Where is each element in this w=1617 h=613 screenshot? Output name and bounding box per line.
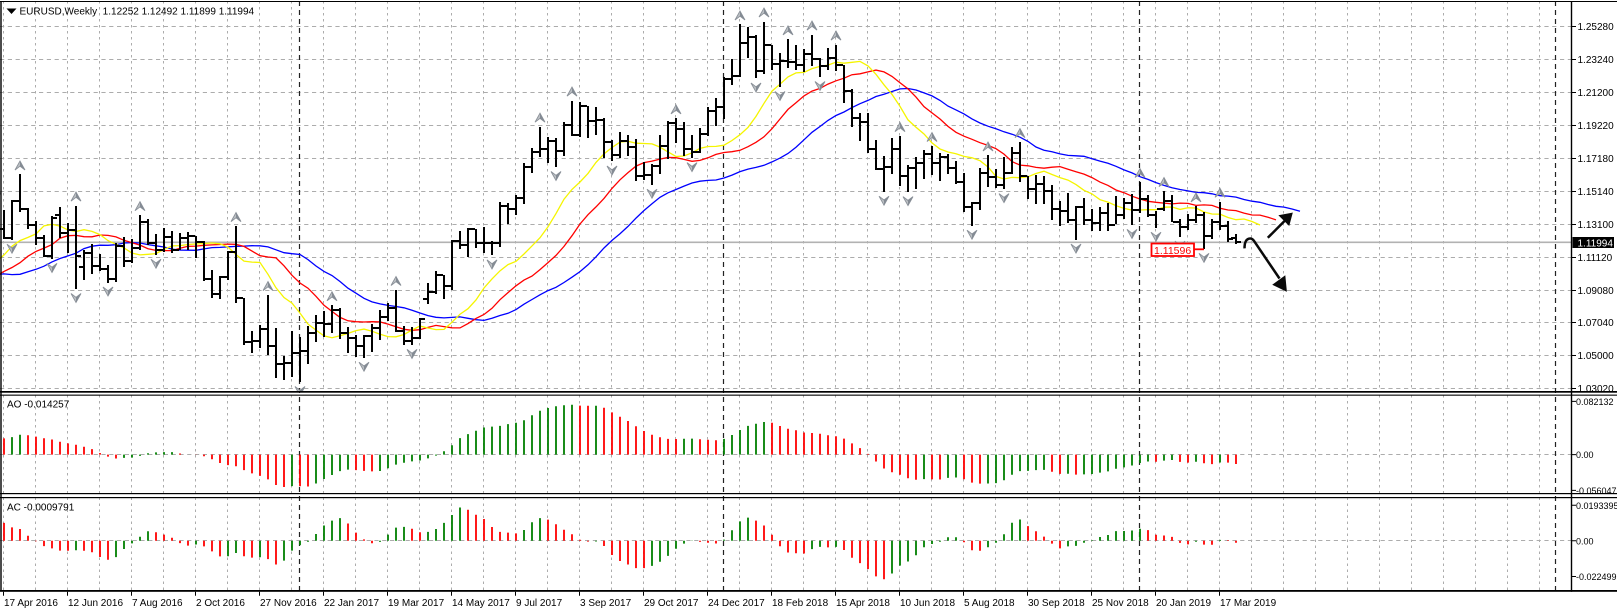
svg-text:3 Sep 2017: 3 Sep 2017 (580, 598, 632, 609)
svg-text:1.03020: 1.03020 (1578, 384, 1615, 395)
svg-text:-0.022499: -0.022499 (1576, 572, 1617, 582)
svg-text:0.082132: 0.082132 (1576, 397, 1614, 407)
svg-text:25 Nov 2018: 25 Nov 2018 (1092, 598, 1149, 609)
svg-text:-0.056047: -0.056047 (1576, 486, 1617, 496)
svg-text:15 Apr 2018: 15 Apr 2018 (836, 598, 890, 609)
svg-text:17 Mar 2019: 17 Mar 2019 (1220, 598, 1277, 609)
svg-text:1.11994: 1.11994 (1578, 238, 1614, 249)
svg-text:1.17180: 1.17180 (1578, 154, 1615, 165)
svg-text:1.11596: 1.11596 (1154, 245, 1191, 257)
svg-text:22 Jan 2017: 22 Jan 2017 (324, 598, 379, 609)
svg-text:1.19220: 1.19220 (1578, 121, 1615, 132)
svg-text:1.23240: 1.23240 (1578, 55, 1615, 66)
svg-text:1.11120: 1.11120 (1578, 253, 1613, 264)
svg-text:14 May 2017: 14 May 2017 (452, 598, 510, 609)
svg-text:10 Jun 2018: 10 Jun 2018 (900, 598, 955, 609)
svg-text:12 Jun 2016: 12 Jun 2016 (68, 598, 123, 609)
svg-text:9 Jul 2017: 9 Jul 2017 (516, 598, 563, 609)
svg-text:1.15140: 1.15140 (1578, 187, 1615, 198)
svg-text:1.21200: 1.21200 (1578, 88, 1615, 99)
svg-text:1.25280: 1.25280 (1578, 22, 1615, 33)
svg-text:27 Nov 2016: 27 Nov 2016 (260, 598, 317, 609)
svg-text:18 Feb 2018: 18 Feb 2018 (772, 598, 829, 609)
svg-text:29 Oct 2017: 29 Oct 2017 (644, 598, 699, 609)
svg-text:1.13100: 1.13100 (1578, 220, 1615, 231)
svg-text:1.07040: 1.07040 (1578, 318, 1615, 329)
svg-text:1.09080: 1.09080 (1578, 286, 1615, 297)
svg-text:20 Jan 2019: 20 Jan 2019 (1156, 598, 1211, 609)
svg-text:24 Dec 2017: 24 Dec 2017 (708, 598, 765, 609)
svg-text:30 Sep 2018: 30 Sep 2018 (1028, 598, 1085, 609)
svg-text:5 Aug 2018: 5 Aug 2018 (964, 598, 1015, 609)
svg-text:AO -0.014257: AO -0.014257 (7, 400, 70, 411)
svg-text:EURUSD,Weekly 1.12252 1.12492: EURUSD,Weekly 1.12252 1.12492 1.11899 1.… (20, 7, 255, 18)
svg-text:17 Apr 2016: 17 Apr 2016 (4, 598, 58, 609)
svg-text:7 Aug 2016: 7 Aug 2016 (132, 598, 183, 609)
svg-text:AC -0.0009791: AC -0.0009791 (7, 503, 75, 514)
svg-text:0.0193395: 0.0193395 (1576, 501, 1617, 511)
svg-text:1.05000: 1.05000 (1578, 351, 1615, 362)
svg-text:0.00: 0.00 (1576, 450, 1594, 460)
svg-text:2 Oct 2016: 2 Oct 2016 (196, 598, 245, 609)
svg-text:19 Mar 2017: 19 Mar 2017 (388, 598, 445, 609)
svg-text:0.00: 0.00 (1576, 536, 1594, 546)
